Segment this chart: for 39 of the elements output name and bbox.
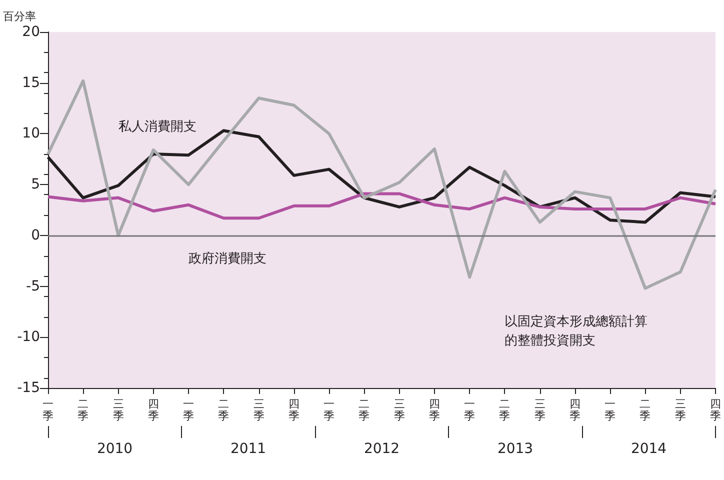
text: 2013 — [497, 441, 534, 457]
y-tick-label: 15 — [22, 74, 40, 91]
x-tick-label: 二季 — [640, 398, 651, 422]
line-series — [46, 79, 717, 290]
y-tick-label: -10 — [17, 329, 40, 346]
x-tick-label: 二季 — [499, 398, 510, 422]
text: 2014 — [630, 441, 667, 457]
y-tick-label: 5 — [31, 176, 40, 193]
text: 政府消費開支 — [188, 250, 267, 267]
y-tick-label: 20 — [22, 24, 40, 40]
x-tick-label: 一季 — [42, 398, 54, 422]
y-tick-label: 0 — [31, 227, 40, 244]
x-tick-label: 四季 — [148, 398, 159, 422]
x-tick-label: 二季 — [358, 398, 370, 422]
text: 以固定資本形成總額計算的整體投資開支 — [504, 314, 648, 349]
x-tick-label: 一季 — [604, 398, 616, 422]
x-tick-label: 一季 — [464, 398, 476, 422]
text: 2011 — [230, 441, 266, 457]
x-tick-label: 四季 — [288, 398, 300, 422]
y-tick-label: -5 — [26, 278, 40, 294]
x-tick-label: 四季 — [710, 398, 721, 422]
x-tick-label: 一季 — [324, 398, 335, 422]
x-tick-label: 三季 — [253, 398, 264, 422]
x-tick-label: 三季 — [394, 398, 405, 422]
text: 2010 — [96, 441, 133, 457]
x-tick-label: 二季 — [218, 398, 230, 422]
x-tick-label: 三季 — [674, 398, 686, 422]
x-tick-label: 一季 — [183, 398, 194, 422]
y-axis-title: 百分率 — [3, 10, 36, 23]
series-label: 私人消費開支 — [118, 119, 196, 134]
x-tick-label: 二季 — [78, 398, 89, 422]
text: 2012 — [364, 441, 400, 457]
x-tick-label: 四季 — [428, 398, 440, 422]
y-tick-label: 10 — [22, 126, 40, 142]
y-tick-label: -15 — [17, 380, 40, 396]
line-series — [46, 192, 717, 220]
x-tick-label: 三季 — [112, 398, 124, 422]
x-tick-label: 四季 — [569, 398, 580, 422]
x-tick-label: 三季 — [534, 398, 546, 422]
